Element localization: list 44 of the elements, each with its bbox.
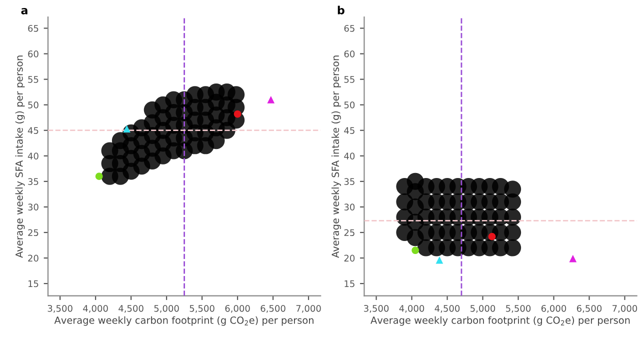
x-tick-label: 6,000 bbox=[541, 304, 566, 313]
y-tick-label: 30 bbox=[344, 204, 355, 211]
x-tick-label: 5,000 bbox=[154, 304, 179, 313]
y-tick-label: 55 bbox=[344, 76, 354, 83]
y-tick-label: 35 bbox=[344, 178, 354, 185]
x-axis-title: Average weekly carbon footprint (g CO$_{2}$e) per person bbox=[370, 316, 630, 326]
x-tick-label: 5,500 bbox=[190, 304, 214, 313]
y-tick-label: 15 bbox=[344, 280, 354, 288]
x-tick-label: 4,500 bbox=[434, 304, 460, 313]
y-tick-label: 20 bbox=[28, 254, 38, 262]
y-axis-title: Average weekly SFA intake (g) per person bbox=[332, 56, 341, 258]
y-tick-label: 35 bbox=[28, 178, 38, 185]
x-tick-label: 6,500 bbox=[576, 304, 602, 313]
y-tick-label: 60 bbox=[344, 50, 355, 58]
x-tick-label: 6,500 bbox=[260, 304, 286, 313]
x-tick-label: 5,000 bbox=[470, 304, 496, 313]
x-tick-label: 6,000 bbox=[225, 304, 250, 313]
chart-title: a bbox=[21, 8, 28, 14]
y-axis-title: Average weekly SFA intake (g) per person bbox=[15, 56, 25, 258]
chart-title: b bbox=[338, 6, 344, 14]
y-tick-label: 15 bbox=[28, 280, 38, 288]
x-tick-label: 7,000 bbox=[612, 304, 638, 313]
y-tick-label: 30 bbox=[28, 204, 38, 211]
y-tick-label: 40 bbox=[344, 152, 355, 160]
x-tick-label: 3,500 bbox=[364, 304, 389, 313]
x-axis-title: Average weekly carbon footprint (g CO$_{2}$e) per person bbox=[54, 316, 314, 326]
y-tick-label: 50 bbox=[28, 102, 38, 108]
x-tick-label: 4,000 bbox=[83, 304, 108, 313]
y-tick-label: 40 bbox=[28, 152, 38, 160]
x-tick-label: 7,000 bbox=[296, 304, 321, 313]
x-tick-label: 3,500 bbox=[48, 304, 72, 313]
y-tick-label: 65 bbox=[344, 24, 354, 32]
y-tick-label: 60 bbox=[28, 50, 38, 58]
y-tick-label: 45 bbox=[344, 127, 354, 134]
y-tick-label: 45 bbox=[28, 127, 38, 134]
y-tick-label: 50 bbox=[344, 102, 355, 108]
y-tick-label: 20 bbox=[344, 254, 355, 262]
x-tick-label: 4,000 bbox=[399, 304, 424, 313]
y-tick-label: 25 bbox=[344, 229, 354, 236]
y-tick-label: 25 bbox=[28, 229, 38, 236]
y-tick-label: 55 bbox=[28, 76, 38, 83]
y-tick-label: 65 bbox=[28, 24, 38, 32]
x-tick-label: 4,500 bbox=[118, 304, 144, 313]
x-tick-label: 5,500 bbox=[506, 304, 531, 313]
